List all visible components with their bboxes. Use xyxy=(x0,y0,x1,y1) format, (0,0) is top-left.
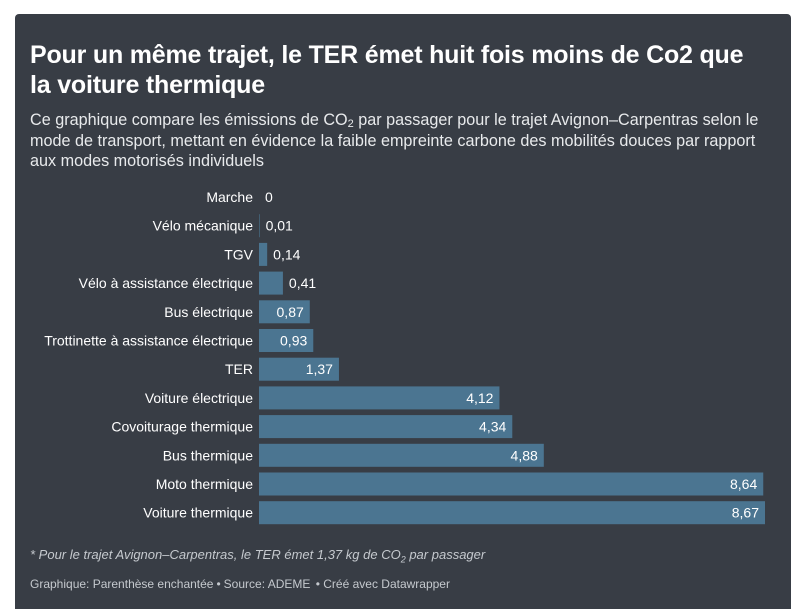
bar xyxy=(259,242,268,266)
note-text-end: par passager xyxy=(405,547,486,562)
bar xyxy=(259,472,764,496)
note-text-start: * Pour le trajet Avignon–Carpentras, le … xyxy=(30,547,401,562)
value-label: 0,93 xyxy=(280,333,307,349)
value-label: 0,87 xyxy=(277,304,304,320)
value-label: 0,41 xyxy=(289,275,316,291)
value-label: 0,14 xyxy=(273,246,300,262)
category-label: Bus électrique xyxy=(164,304,253,320)
value-label: 8,67 xyxy=(732,505,759,521)
category-label: Moto thermique xyxy=(156,476,253,492)
value-label: 4,34 xyxy=(479,419,506,435)
value-label: 4,88 xyxy=(511,447,538,463)
category-label: Vélo mécanique xyxy=(153,218,254,234)
bar xyxy=(259,329,314,352)
value-label: 1,37 xyxy=(306,361,333,377)
category-label: TER xyxy=(225,361,253,377)
note-subscript: 2 xyxy=(400,554,406,565)
footer-graphic-credit: Graphique: Parenthèse enchantée xyxy=(30,577,214,591)
chart-subtitle: Ce graphique compare les émissions de CO… xyxy=(30,110,775,172)
category-label: Covoiturage thermique xyxy=(111,419,253,435)
bar xyxy=(259,214,260,238)
category-label: Vélo à assistance électrique xyxy=(79,275,254,291)
footer-separator: • xyxy=(216,577,221,591)
category-label: TGV xyxy=(224,246,253,262)
category-label: Marche xyxy=(206,189,253,205)
value-label: 8,64 xyxy=(730,476,757,492)
category-label: Voiture électrique xyxy=(145,390,253,406)
footer-source: Source: ADEME xyxy=(223,577,311,591)
bar xyxy=(259,300,310,324)
bar xyxy=(259,386,500,410)
bar xyxy=(259,443,544,467)
chart-title: Pour un même trajet, le TER émet huit fo… xyxy=(30,41,744,99)
category-label: Voiture thermique xyxy=(143,505,253,521)
subtitle-subscript: 2 xyxy=(347,118,354,130)
value-label: 4,12 xyxy=(466,390,493,406)
category-label: Bus thermique xyxy=(163,447,253,463)
footer-made-with: • Créé avec Datawrapper xyxy=(315,577,450,591)
chart-footer: Graphique: Parenthèse enchantée • Source: … xyxy=(30,577,450,591)
category-label: Trottinette à assistance électrique xyxy=(44,333,253,349)
bar xyxy=(259,501,765,525)
bar xyxy=(259,415,513,439)
bar xyxy=(259,357,339,381)
subtitle-text-start: Ce graphique compare les émissions de CO xyxy=(30,111,348,129)
value-label: 0,01 xyxy=(266,218,293,234)
chart-note: * Pour le trajet Avignon–Carpentras, le … xyxy=(30,547,486,565)
value-label: 0 xyxy=(265,189,273,205)
subtitle-text-end: par passager pour le trajet Avignon–Carp… xyxy=(30,111,759,170)
bar xyxy=(259,271,283,295)
